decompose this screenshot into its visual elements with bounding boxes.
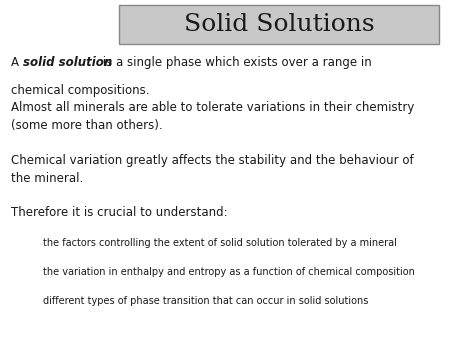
Text: different types of phase transition that can occur in solid solutions: different types of phase transition that… bbox=[43, 296, 368, 306]
FancyBboxPatch shape bbox=[119, 5, 439, 44]
Text: Solid Solutions: Solid Solutions bbox=[184, 13, 374, 36]
Text: solid solution: solid solution bbox=[23, 56, 112, 69]
Text: Chemical variation greatly affects the stability and the behaviour of
the minera: Chemical variation greatly affects the s… bbox=[11, 154, 414, 185]
Text: A: A bbox=[11, 56, 23, 69]
Text: chemical compositions.: chemical compositions. bbox=[11, 84, 150, 97]
Text: the variation in enthalpy and entropy as a function of chemical composition: the variation in enthalpy and entropy as… bbox=[43, 267, 414, 277]
Text: Therefore it is crucial to understand:: Therefore it is crucial to understand: bbox=[11, 206, 228, 219]
Text: is a single phase which exists over a range in: is a single phase which exists over a ra… bbox=[99, 56, 372, 69]
Text: Almost all minerals are able to tolerate variations in their chemistry
(some mor: Almost all minerals are able to tolerate… bbox=[11, 101, 414, 132]
Text: the factors controlling the extent of solid solution tolerated by a mineral: the factors controlling the extent of so… bbox=[43, 238, 396, 248]
